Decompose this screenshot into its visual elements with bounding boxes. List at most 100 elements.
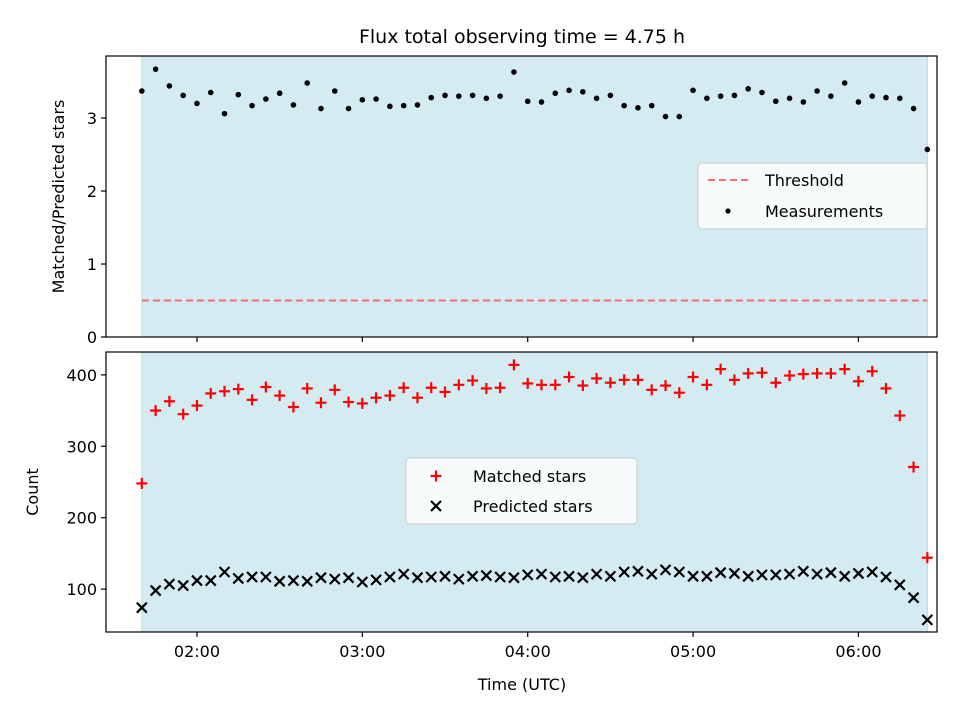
matched-star-point [604, 377, 616, 389]
matched-star-point [756, 367, 768, 379]
predicted-star-point [714, 566, 727, 579]
matched-star-point [646, 384, 658, 396]
measurement-point [152, 66, 159, 72]
matched-star-point [246, 394, 258, 406]
predicted-star-point [149, 584, 162, 597]
matched-star-point [784, 370, 796, 382]
chart-title: Flux total observing time = 4.75 h [359, 26, 685, 48]
predicted-star-point [218, 566, 231, 578]
plot-frame [105, 55, 938, 338]
matched-star-point [508, 359, 520, 371]
y-tick-label: 200 [66, 509, 97, 528]
predicted-star-point [466, 570, 479, 583]
matched-star-point [398, 382, 410, 394]
matched-star-point [522, 377, 534, 389]
matched-star-point [439, 386, 451, 398]
y-axis-label: Count [23, 468, 42, 516]
measurement-point [690, 87, 696, 94]
measurement-point [731, 92, 738, 99]
matched-star-point [384, 390, 396, 402]
measurement-point [249, 102, 255, 109]
matched-star-point [535, 379, 547, 391]
matched-star-point [797, 368, 809, 380]
matched-star-point [549, 379, 561, 391]
measurement-point [841, 80, 848, 86]
matched-star-point [880, 382, 892, 394]
predicted-star-point [921, 614, 934, 626]
y-axis-ticks: 0 1 2 3 [87, 109, 106, 347]
predicted-star-point [177, 579, 189, 592]
matched-star-point [315, 397, 327, 409]
matched-star-point [770, 377, 782, 389]
predicted-star-point [618, 566, 630, 578]
y-tick-label: 1 [87, 255, 97, 274]
measurement-point [648, 102, 655, 109]
matched-star-point [219, 385, 231, 397]
legend-box [697, 162, 928, 230]
matched-star-point [260, 381, 272, 393]
matched-star-point [921, 552, 933, 564]
x-tick-label: 02:00 [174, 642, 220, 661]
predicted-star-point [204, 574, 217, 587]
matched-star-point [825, 367, 837, 379]
predicted-star-point [604, 570, 617, 583]
y-tick-label: 0 [87, 328, 97, 347]
x-axis-label: Time (UTC) [477, 675, 566, 694]
measurement-point [662, 113, 669, 120]
predicted-star-point [811, 568, 823, 580]
y-tick-label: 3 [87, 109, 97, 128]
measurement-point [896, 95, 903, 102]
matched-star-point [425, 382, 437, 394]
measurement-point [497, 93, 503, 99]
predicted-star-point [728, 567, 741, 580]
measurement-point [180, 92, 186, 99]
measurement-point [883, 94, 889, 101]
predicted-star-point [563, 570, 575, 583]
measurement-point [428, 94, 435, 101]
measurement-point [207, 89, 214, 96]
predicted-star-point [494, 571, 506, 583]
legend-matched-label: Matched stars [473, 467, 586, 486]
matched-star-point [632, 374, 644, 386]
matched-star-point [136, 477, 148, 489]
predicted-star-point [397, 568, 410, 580]
matched-star-point [453, 379, 465, 391]
measurement-point [400, 102, 407, 109]
measurement-point [538, 99, 545, 105]
matched-star-point [728, 374, 740, 386]
count-points [136, 359, 934, 626]
legend-measurements-label: Measurements [765, 202, 883, 221]
legend: Matched stars Predicted stars [405, 457, 638, 525]
measurement-point [235, 91, 242, 98]
matched-star-point [894, 410, 906, 422]
matched-star-point [866, 365, 878, 377]
measurement-point [483, 95, 490, 102]
legend: Threshold Measurements [697, 162, 928, 230]
predicted-star-point [549, 571, 562, 583]
matched-star-point [301, 382, 313, 394]
top-panel: 0 1 2 3 Matched/Predicted stars Threshold M… [49, 55, 938, 347]
y-tick-label: 100 [66, 580, 97, 599]
x-tick-label: 04:00 [505, 642, 551, 661]
measurement-point [745, 86, 751, 92]
predicted-star-point [535, 568, 548, 580]
measurement-point [414, 102, 421, 108]
measurement-point [276, 90, 283, 97]
measurement-point [139, 88, 145, 94]
predicted-star-point [425, 571, 438, 583]
measurement-point [290, 102, 297, 108]
measurement-point [635, 105, 641, 111]
measurement-point [621, 102, 627, 109]
matched-star-point [480, 382, 492, 394]
y-axis-label: Matched/Predicted stars [49, 100, 68, 294]
measurement-point [331, 88, 338, 94]
legend-box [405, 457, 638, 525]
matched-star-point [356, 397, 368, 409]
matched-star-point [329, 384, 341, 396]
predicted-star-point [273, 575, 286, 588]
measurement-point [221, 110, 228, 117]
matched-star-point [150, 405, 162, 417]
matched-star-point [177, 408, 189, 420]
measurement-point [387, 103, 393, 110]
matched-star-point [287, 401, 299, 413]
